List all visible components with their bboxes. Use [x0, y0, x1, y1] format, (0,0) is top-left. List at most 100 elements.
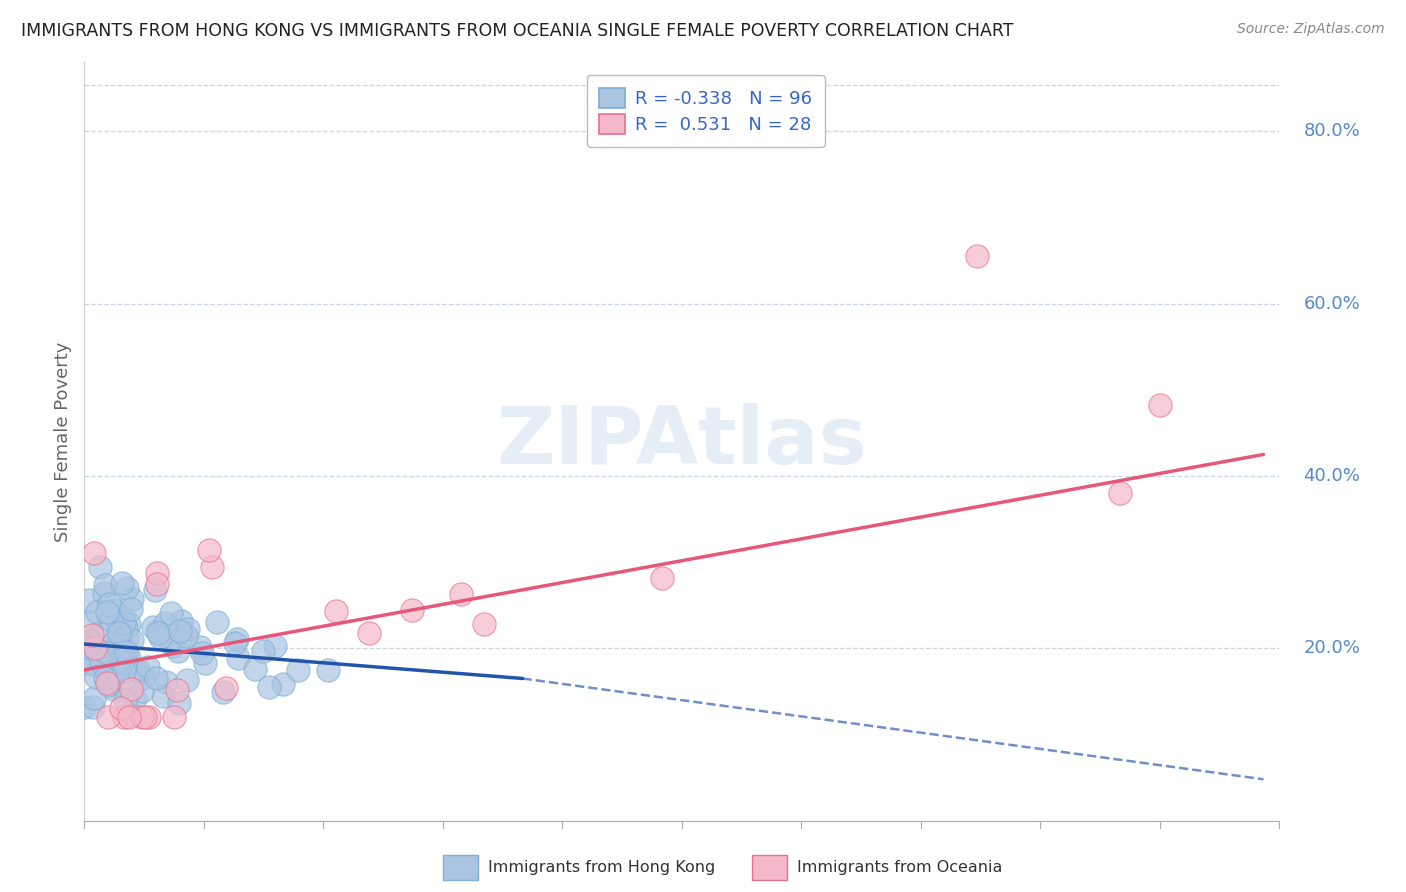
Point	[120, 602, 142, 616]
Point	[111, 575, 134, 590]
Point	[166, 683, 188, 698]
Point	[100, 613, 122, 627]
Point	[163, 710, 186, 724]
Text: 20.0%: 20.0%	[1303, 640, 1360, 657]
Point	[176, 673, 198, 688]
Point	[224, 636, 246, 650]
Point	[149, 630, 172, 644]
Point	[111, 610, 134, 624]
FancyBboxPatch shape	[443, 855, 478, 880]
Text: Single Female Poverty: Single Female Poverty	[53, 342, 72, 541]
Point	[86, 605, 108, 619]
Point	[98, 598, 121, 612]
Point	[259, 680, 281, 694]
Point	[103, 603, 125, 617]
Point	[110, 625, 132, 640]
Point	[108, 661, 131, 675]
Point	[966, 249, 988, 263]
Point	[226, 651, 249, 665]
Text: 0.0%: 0.0%	[84, 862, 129, 880]
Point	[138, 710, 160, 724]
Point	[145, 577, 167, 591]
Point	[215, 681, 238, 695]
Text: 80.0%: 80.0%	[1303, 122, 1360, 140]
Point	[83, 546, 105, 560]
Point	[77, 592, 100, 607]
Point	[75, 653, 97, 667]
Point	[128, 664, 150, 678]
Point	[120, 681, 142, 696]
Point	[97, 710, 120, 724]
Point	[108, 652, 131, 666]
Point	[143, 583, 166, 598]
Point	[117, 630, 139, 644]
Point	[212, 685, 235, 699]
Point	[94, 662, 117, 676]
Text: 15.0%: 15.0%	[1222, 862, 1279, 880]
Point	[89, 560, 111, 574]
Point	[1109, 486, 1132, 500]
Point	[121, 591, 143, 606]
Point	[97, 677, 120, 691]
Point	[107, 677, 129, 691]
Point	[82, 627, 104, 641]
Point	[82, 699, 104, 714]
Point	[401, 603, 423, 617]
Text: ZIPAtlas: ZIPAtlas	[496, 402, 868, 481]
Point	[114, 656, 136, 670]
Point	[76, 656, 98, 670]
Point	[101, 668, 124, 682]
Point	[122, 661, 145, 675]
Point	[97, 654, 120, 668]
Point	[93, 586, 115, 600]
Point	[77, 640, 100, 654]
Point	[96, 605, 118, 619]
Point	[73, 700, 96, 714]
Point	[170, 614, 193, 628]
Point	[252, 644, 274, 658]
Point	[145, 671, 167, 685]
Point	[118, 650, 141, 665]
Text: Immigrants from Hong Kong: Immigrants from Hong Kong	[488, 860, 716, 875]
Point	[450, 587, 472, 601]
Point	[169, 624, 191, 639]
Point	[94, 578, 117, 592]
Text: 60.0%: 60.0%	[1303, 294, 1360, 313]
Point	[104, 640, 127, 654]
Point	[103, 635, 125, 649]
Point	[110, 700, 132, 714]
Point	[226, 632, 249, 647]
Point	[166, 643, 188, 657]
Point	[201, 560, 224, 574]
Point	[159, 634, 181, 648]
Point	[1149, 398, 1171, 412]
Text: Immigrants from Oceania: Immigrants from Oceania	[797, 860, 1002, 875]
Point	[121, 708, 143, 723]
Point	[316, 663, 339, 677]
Point	[94, 671, 117, 685]
Text: IMMIGRANTS FROM HONG KONG VS IMMIGRANTS FROM OCEANIA SINGLE FEMALE POVERTY CORRE: IMMIGRANTS FROM HONG KONG VS IMMIGRANTS …	[21, 22, 1014, 40]
Point	[146, 624, 169, 638]
Point	[188, 640, 211, 654]
Point	[190, 646, 212, 660]
Point	[97, 646, 120, 660]
Point	[114, 693, 136, 707]
Point	[159, 606, 181, 620]
Point	[243, 662, 266, 676]
Point	[115, 581, 138, 595]
Point	[107, 623, 129, 637]
Point	[162, 639, 184, 653]
Point	[118, 710, 141, 724]
Point	[90, 656, 112, 670]
Point	[146, 566, 169, 580]
Point	[121, 633, 143, 648]
Point	[146, 625, 169, 640]
Point	[84, 670, 107, 684]
Point	[194, 656, 217, 670]
Point	[138, 660, 160, 674]
Point	[155, 675, 177, 690]
Point	[90, 624, 112, 639]
Point	[114, 645, 136, 659]
Point	[79, 615, 101, 629]
Point	[271, 677, 294, 691]
